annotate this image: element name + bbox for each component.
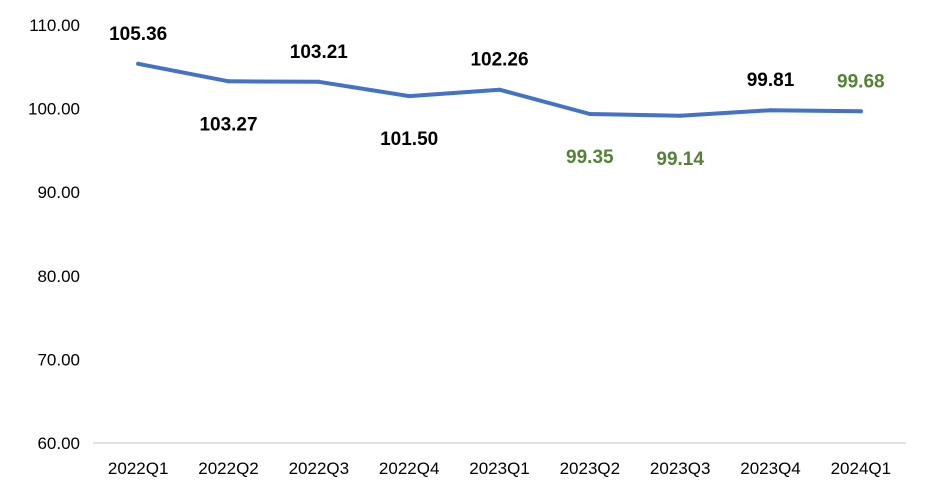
data-label: 105.36 [109,24,167,45]
y-axis: 60.00 70.00 80.00 90.00 100.00 110.00 [28,16,80,453]
x-tick-label: 2023Q4 [740,459,801,478]
y-tick-label: 110.00 [29,16,80,35]
x-tick-label: 2023Q2 [560,459,621,478]
x-axis: 2022Q1 2022Q2 2022Q3 2022Q4 2023Q1 2023Q2 2023… [93,442,906,478]
data-point [678,113,683,118]
data-label: 99.68 [837,71,885,92]
y-tick-label: 60.00 [37,434,80,453]
data-point [136,61,141,66]
x-tick-label: 2022Q2 [198,459,259,478]
x-tick-label: 2024Q1 [831,459,892,478]
data-point [497,87,502,92]
y-tick-label: 70.00 [37,350,80,369]
x-tick-label: 2022Q3 [289,459,350,478]
y-tick-label: 90.00 [37,183,80,202]
data-label: 102.26 [470,50,528,71]
series-group [136,61,863,118]
data-label: 99.81 [747,70,795,91]
data-label: 99.35 [566,147,614,168]
data-point [316,79,321,84]
data-point [587,112,592,117]
data-point [407,94,412,99]
data-labels: 105.36 103.27 103.21 101.50 102.26 99.35 99.14… [109,24,885,170]
x-tick-label: 2023Q1 [469,459,530,478]
y-tick-label: 80.00 [37,267,80,286]
data-label: 103.21 [290,42,349,63]
y-tick-label: 100.00 [28,100,80,119]
data-point [858,109,863,114]
data-label: 103.27 [199,114,257,135]
x-tick-label: 2022Q4 [379,459,440,478]
data-label: 99.14 [656,149,704,170]
data-label: 101.50 [380,129,438,150]
x-tick-label: 2022Q1 [108,459,169,478]
x-tick-label: 2023Q3 [650,459,711,478]
data-point [226,79,231,84]
data-point [768,108,773,113]
